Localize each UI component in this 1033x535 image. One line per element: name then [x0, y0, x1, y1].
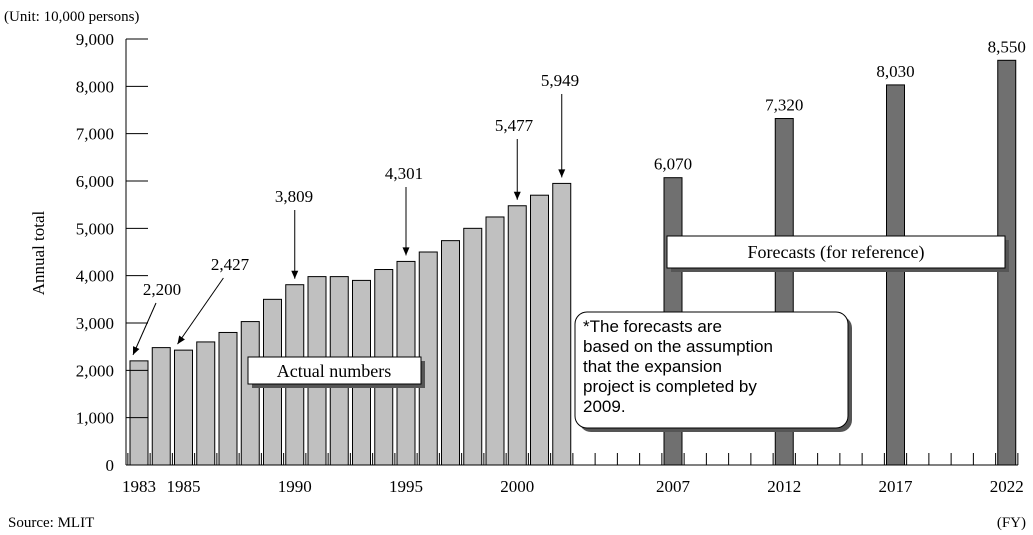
actual-bar — [507, 205, 527, 466]
y-tick-label: 9,000 — [76, 30, 114, 49]
arrow-head — [291, 270, 299, 279]
value-label: 5,477 — [495, 116, 534, 135]
arrow-head — [402, 247, 410, 256]
x-axis-label: (FY) — [997, 515, 1026, 531]
forecast-box: Forecasts (for reference) — [666, 235, 1009, 272]
unit-label: (Unit: 10,000 persons) — [4, 9, 139, 25]
arrow-head — [513, 191, 521, 200]
x-tick-label: 1995 — [389, 477, 423, 496]
x-tick-label: 2017 — [879, 477, 914, 496]
y-tick-label: 8,000 — [76, 77, 114, 96]
note-text: *The forecasts are based on the assumpti… — [583, 317, 778, 416]
source-label: Source: MLIT — [8, 515, 94, 531]
actual-bar — [418, 251, 438, 466]
x-tick-label: 2000 — [500, 477, 534, 496]
x-tick-label: 1990 — [278, 477, 312, 496]
note-line: 2009. — [583, 397, 626, 416]
y-tick-label: 6,000 — [76, 172, 114, 191]
value-label: 4,301 — [385, 164, 423, 183]
actual-bar — [151, 347, 171, 466]
note-line: based on the assumption — [583, 337, 773, 356]
arrow-head — [133, 346, 140, 355]
x-tick-label: 1983 — [122, 477, 156, 496]
value-label: 2,427 — [211, 255, 250, 274]
arrow-head — [177, 335, 185, 345]
arrow-line — [177, 277, 224, 345]
actual-bar — [552, 182, 572, 466]
x-tick-label: 1985 — [167, 477, 201, 496]
y-tick-label: 4,000 — [76, 267, 114, 286]
arrow-line — [132, 302, 157, 356]
arrow-head — [558, 169, 566, 178]
value-label: 8,550 — [988, 37, 1026, 56]
value-label: 3,809 — [275, 187, 313, 206]
x-tick-label: 2007 — [656, 477, 691, 496]
y-tick-label: 5,000 — [76, 219, 114, 238]
y-tick-label: 2,000 — [76, 361, 114, 380]
actual-bar — [530, 194, 549, 466]
value-label: 7,320 — [765, 96, 803, 115]
actual-bar — [463, 227, 483, 466]
x-tick-label: 2012 — [767, 477, 801, 496]
note-line: project is completed by — [583, 377, 757, 396]
y-axis-label: Annual total — [29, 210, 48, 295]
note-line: that the expansion — [583, 357, 722, 376]
note-line: *The forecasts are — [583, 317, 722, 336]
actual-numbers-box: Actual numbers — [247, 356, 425, 388]
value-label: 2,200 — [143, 280, 181, 299]
actual-bar — [240, 321, 260, 466]
value-label: 8,030 — [876, 62, 914, 81]
value-label: 5,949 — [541, 71, 579, 90]
actual-bar — [441, 240, 460, 466]
actual-bar — [174, 349, 193, 466]
y-tick-label: 0 — [106, 456, 115, 475]
x-tick-label: 2022 — [990, 477, 1024, 496]
y-tick-label: 1,000 — [76, 409, 114, 428]
value-label: 6,070 — [654, 155, 692, 174]
note-box: *The forecasts are based on the assumpti… — [574, 311, 852, 432]
actual-bar — [196, 341, 216, 466]
actual-bar — [218, 331, 238, 466]
actual-bar — [485, 216, 505, 466]
forecast-label: Forecasts (for reference) — [748, 242, 925, 263]
actual-bar — [129, 360, 149, 466]
actual-numbers-label: Actual numbers — [277, 361, 391, 381]
y-tick-label: 7,000 — [76, 125, 114, 144]
y-tick-label: 3,000 — [76, 314, 114, 333]
forecast-bar — [886, 84, 905, 466]
